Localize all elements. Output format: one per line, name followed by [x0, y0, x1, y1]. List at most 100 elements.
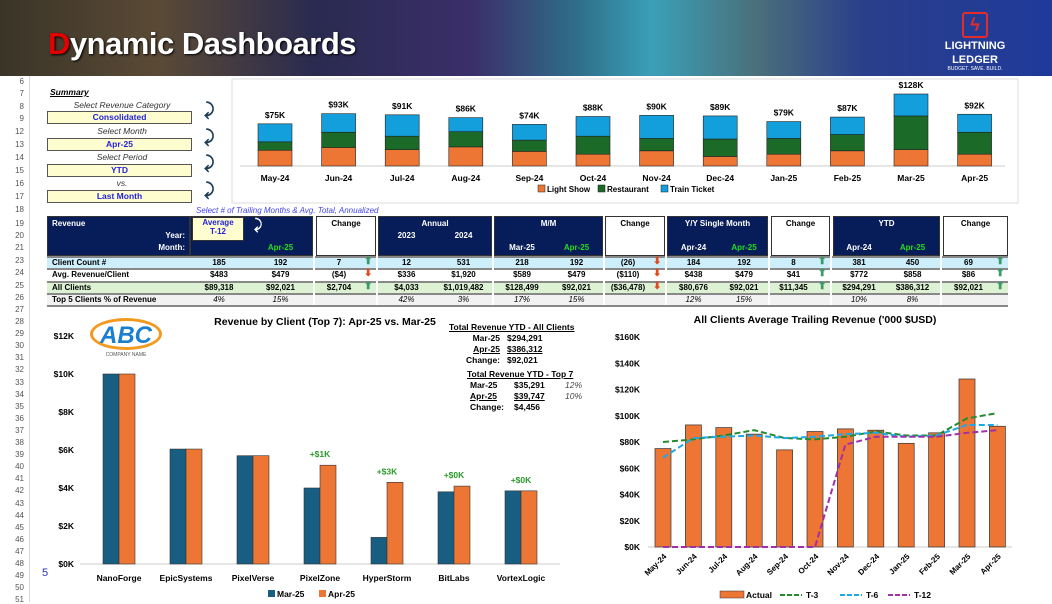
- arrow-down-icon: ⬇: [653, 268, 662, 280]
- row-number: 43: [15, 498, 24, 508]
- row-number: 18: [15, 205, 24, 214]
- data-label: $128K: [898, 80, 924, 90]
- bar-segment-train-ticket: [512, 124, 547, 141]
- month-label: Month:: [158, 243, 185, 252]
- info-value: $39,747: [514, 391, 545, 401]
- x-tick-label: Jun-24: [674, 552, 699, 577]
- bar-segment-restaurant: [257, 141, 293, 151]
- column-gap: [768, 280, 770, 293]
- table-cell: (26): [620, 258, 636, 267]
- info-percent: 10%: [565, 391, 583, 401]
- bar-actual: [776, 449, 793, 548]
- table-cell: $336: [397, 270, 416, 280]
- table-cell: 7: [336, 258, 342, 267]
- row-number: 40: [15, 462, 24, 472]
- revenue-header: Revenue: [52, 219, 86, 228]
- bar-segment-restaurant: [384, 135, 420, 150]
- bar-segment-light-show: [448, 146, 484, 167]
- x-tick-label: Apr-25: [961, 173, 988, 183]
- column-gap: [830, 256, 832, 268]
- change-header: Change: [785, 219, 816, 228]
- info-label: Apr-25: [473, 344, 500, 354]
- x-tick-label: Jul-24: [390, 173, 415, 183]
- row-number: 21: [15, 243, 24, 252]
- bar-actual: [897, 442, 915, 548]
- table-cell: $1,019,482: [443, 282, 484, 292]
- bar-actual: [654, 448, 672, 548]
- arrow-up-icon: ⬆: [818, 256, 827, 267]
- month-select[interactable]: Apr-25: [47, 138, 192, 151]
- row-number: 25: [15, 281, 24, 290]
- client-revenue-bar-chart: Revenue by Client (Top 7): Apr-25 vs. Ma…: [54, 316, 560, 599]
- data-label: $93K: [328, 100, 349, 110]
- x-tick-label: Oct-24: [796, 552, 820, 576]
- bar-apr-25: [386, 482, 404, 565]
- table-cell: $89,318: [204, 282, 234, 292]
- bar-segment-train-ticket: [257, 123, 293, 143]
- column-gap: [313, 256, 315, 268]
- row-number: 20: [15, 231, 24, 240]
- bar-segment-train-ticket: [830, 116, 865, 135]
- bar-actual: [715, 427, 733, 548]
- period-select[interactable]: YTD: [47, 164, 192, 177]
- month-label: Select Month: [97, 126, 147, 136]
- bar-segment-light-show: [702, 156, 738, 167]
- table-row: [47, 256, 1008, 268]
- arrow-up-icon: ⬆: [996, 268, 1005, 280]
- column-gap: [376, 256, 378, 268]
- column-gap: [940, 292, 942, 305]
- row-number: 45: [15, 522, 24, 532]
- row-number: 51: [15, 595, 24, 604]
- bar-segment-restaurant: [512, 139, 547, 152]
- legend-label: T-12: [914, 590, 931, 600]
- table-cell: $92,021: [266, 282, 295, 292]
- arrow-up-icon: ⬆: [364, 280, 373, 292]
- ytd-month-1: Apr-24: [846, 243, 872, 252]
- y-tick-label: $8K: [58, 407, 74, 417]
- yy-month-1: Apr-24: [680, 243, 707, 252]
- category-select[interactable]: Consolidated: [47, 111, 192, 124]
- period-label: Select Period: [96, 152, 148, 162]
- row-number: 39: [15, 450, 24, 460]
- y-tick-label: $2K: [58, 521, 74, 531]
- bar-segment-light-show: [639, 150, 674, 167]
- legend-swatch: [319, 590, 326, 597]
- bar-segment-train-ticket: [893, 93, 929, 117]
- table-cell: $86: [961, 270, 976, 280]
- row-number: 9: [19, 114, 24, 123]
- period-header-block: [667, 216, 768, 256]
- bar-actual: [928, 432, 945, 548]
- table-cell: $92,021: [562, 282, 591, 292]
- column-gap: [665, 256, 667, 268]
- data-label: $74K: [519, 110, 540, 120]
- y-tick-label: $80K: [620, 437, 641, 447]
- data-label: $89K: [710, 102, 731, 112]
- info-all-title: Total Revenue YTD - All Clients: [449, 322, 575, 332]
- chart-title: Revenue by Client (Top 7): Apr-25 vs. Ma…: [214, 316, 436, 328]
- table-cell: $92,021: [729, 282, 759, 292]
- x-tick-label: HyperStorm: [363, 573, 412, 583]
- x-tick-label: Aug-24: [734, 552, 760, 578]
- change-header-block: [605, 216, 665, 256]
- comparison-select[interactable]: Last Month: [47, 190, 192, 203]
- average-select[interactable]: Average T-12: [192, 217, 244, 241]
- bar-segment-restaurant: [448, 131, 484, 148]
- table-row: [47, 292, 1008, 305]
- arrow-up-icon: ⬆: [996, 280, 1005, 292]
- legend-label: Actual: [746, 590, 772, 600]
- table-cell: ($4): [331, 270, 347, 280]
- y-tick-label: $12K: [54, 331, 75, 341]
- bar-segment-restaurant: [321, 131, 356, 148]
- column-gap: [492, 268, 494, 281]
- row-label: Client Count #: [52, 258, 107, 267]
- bar-segment-train-ticket: [448, 117, 484, 132]
- arrow-down-icon: ⬇: [653, 256, 662, 267]
- bar-segment-restaurant: [830, 134, 865, 152]
- row-number: 35: [15, 401, 24, 411]
- table-bottom-border: [47, 305, 1008, 307]
- arrow-up-icon: ⬆: [818, 280, 827, 292]
- table-cell: $92,021: [954, 282, 983, 292]
- data-label: $90K: [646, 101, 667, 111]
- bar-actual: [989, 425, 1006, 548]
- bar-segment-train-ticket: [766, 121, 802, 139]
